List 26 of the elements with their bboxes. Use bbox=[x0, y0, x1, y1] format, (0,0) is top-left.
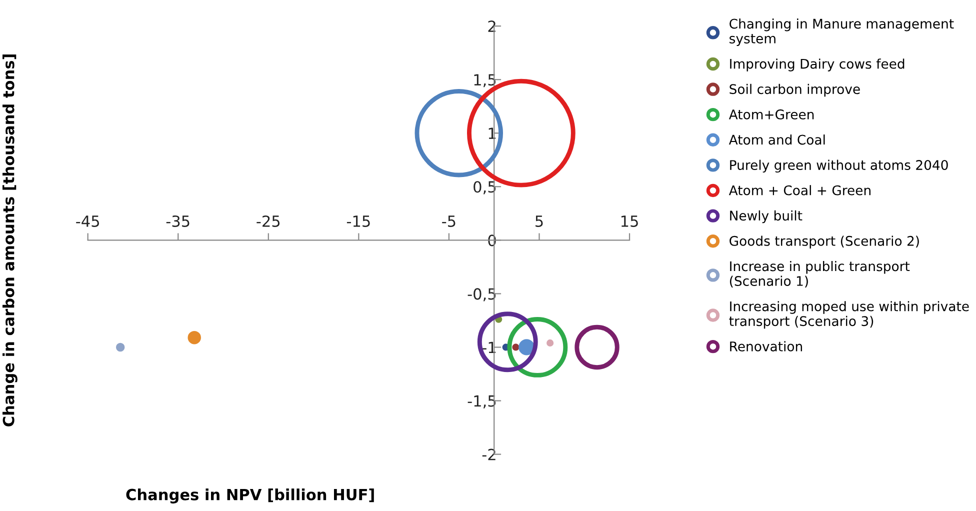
y-tick-label: 1 bbox=[488, 128, 496, 139]
x-tick-label: -25 bbox=[256, 215, 280, 227]
y-axis-title: Change in carbon amounts [thousand tons] bbox=[2, 54, 18, 426]
x-tick-label: -5 bbox=[442, 216, 456, 227]
legend-label: Purely green without atoms 2040 bbox=[730, 160, 948, 173]
legend-label: Renovation bbox=[730, 341, 802, 352]
x-tick-label: 5 bbox=[536, 216, 543, 227]
x-tick-label: 15 bbox=[621, 216, 638, 227]
legend-label: Newly built bbox=[730, 210, 802, 224]
legend-label: Increasing moped use within private transport (Scenario 3) bbox=[729, 301, 969, 329]
x-tick-label: -35 bbox=[166, 215, 190, 227]
y-tick-label: -0,5 bbox=[468, 288, 496, 302]
x-axis-title: Changes in NPV [billion HUF] bbox=[126, 488, 374, 504]
legend-label: Goods transport (Scenario 2) bbox=[730, 236, 919, 248]
y-tick-label: -1 bbox=[482, 342, 496, 354]
x-tick-label: -45 bbox=[76, 216, 99, 227]
legend-label: Atom + Coal + Green bbox=[728, 185, 870, 196]
legend-label: Soil carbon improve bbox=[730, 84, 860, 97]
y-tick-label: 0,5 bbox=[474, 181, 496, 194]
legend-label: Increase in public transport (Scenario 1) bbox=[730, 261, 910, 288]
legend-label: Atom+Green bbox=[728, 109, 814, 120]
legend-label: Improving Dairy cows feed bbox=[730, 58, 904, 72]
y-tick-label: 2 bbox=[488, 20, 496, 32]
legend-label: Atom and Coal bbox=[728, 134, 825, 145]
legend-label: Changing in Manure management system bbox=[730, 18, 954, 46]
x-tick-label: -15 bbox=[346, 216, 370, 227]
